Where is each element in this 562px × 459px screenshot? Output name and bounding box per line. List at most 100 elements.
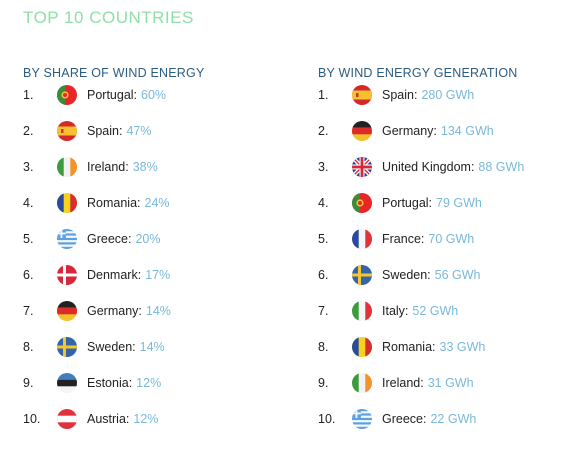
country-value: 70 GWh bbox=[428, 232, 475, 246]
country-name: Germany: bbox=[382, 124, 437, 138]
country-name: United Kingdom: bbox=[382, 160, 475, 174]
rank-number: 7. bbox=[23, 304, 34, 318]
country-value: 17% bbox=[145, 268, 171, 282]
rank-number: 8. bbox=[318, 340, 329, 354]
rank-number: 10. bbox=[318, 412, 336, 426]
rank-number: 2. bbox=[23, 124, 34, 138]
list-item: 4. Romania: 24% bbox=[23, 193, 170, 213]
country-name: Ireland: bbox=[382, 376, 424, 390]
rank-number: 5. bbox=[23, 232, 34, 246]
country-value: 56 GWh bbox=[434, 268, 481, 282]
page-title: TOP 10 COUNTRIES bbox=[23, 8, 194, 27]
sweden-flag-icon bbox=[352, 265, 372, 285]
list-item: 9. Ireland: 31 GWh bbox=[318, 373, 474, 393]
list-item: 1. Portugal: 60% bbox=[23, 85, 166, 105]
country-value: 14% bbox=[145, 304, 171, 318]
italy-flag-icon bbox=[352, 301, 372, 321]
greece-flag-icon bbox=[57, 229, 77, 249]
greece-flag-icon bbox=[352, 409, 372, 429]
portugal-flag-icon bbox=[352, 193, 372, 213]
country-value: 79 GWh bbox=[436, 196, 482, 210]
country-name: France: bbox=[382, 232, 425, 246]
country-name: Germany: bbox=[87, 304, 142, 318]
list-item: 7. Italy: 52 GWh bbox=[318, 301, 458, 321]
list-item: 8. Romania: 33 GWh bbox=[318, 337, 485, 357]
country-value: 38% bbox=[132, 160, 158, 174]
country-value: 88 GWh bbox=[478, 160, 525, 174]
country-name: Portugal: bbox=[382, 196, 433, 210]
country-value: 280 GWh bbox=[421, 88, 475, 102]
country-value: 47% bbox=[126, 124, 152, 138]
country-name: Denmark: bbox=[87, 268, 142, 282]
list-item: 10. Greece: 22 GWh bbox=[318, 409, 476, 429]
country-value: 24% bbox=[144, 196, 170, 210]
rank-number: 9. bbox=[318, 376, 329, 390]
country-name: Greece: bbox=[87, 232, 132, 246]
country-name: Sweden: bbox=[382, 268, 431, 282]
country-name: Portugal: bbox=[87, 88, 138, 102]
list-item: 3. Ireland: 38% bbox=[23, 157, 158, 177]
generation-heading: BY WIND ENERGY GENERATION bbox=[318, 66, 518, 80]
list-item: 1. Spain: 280 GWh bbox=[318, 85, 474, 105]
country-value: 12% bbox=[136, 376, 162, 390]
spain-flag-icon bbox=[57, 121, 77, 141]
rank-number: 4. bbox=[23, 196, 34, 210]
list-item: 6. Denmark: 17% bbox=[23, 265, 170, 285]
uk-flag-icon bbox=[352, 157, 372, 177]
country-name: Spain: bbox=[87, 124, 123, 138]
rank-number: 1. bbox=[318, 88, 329, 102]
rank-number: 7. bbox=[318, 304, 329, 318]
list-item: 9. Estonia: 12% bbox=[23, 373, 161, 393]
estonia-flag-icon bbox=[57, 373, 77, 393]
list-item: 8. Sweden: 14% bbox=[23, 337, 165, 357]
country-name: Estonia: bbox=[87, 376, 133, 390]
germany-flag-icon bbox=[352, 121, 372, 141]
country-value: 33 GWh bbox=[439, 340, 486, 354]
rank-number: 2. bbox=[318, 124, 329, 138]
list-item: 7. Germany: 14% bbox=[23, 301, 171, 321]
romania-flag-icon bbox=[352, 337, 372, 357]
country-name: Greece: bbox=[382, 412, 427, 426]
country-value: 31 GWh bbox=[427, 376, 474, 390]
country-value: 12% bbox=[133, 412, 159, 426]
rank-number: 10. bbox=[23, 412, 41, 426]
rank-number: 1. bbox=[23, 88, 34, 102]
country-name: Ireland: bbox=[87, 160, 129, 174]
romania-flag-icon bbox=[57, 193, 77, 213]
rank-number: 3. bbox=[318, 160, 329, 174]
country-name: Romania: bbox=[87, 196, 141, 210]
sweden-flag-icon bbox=[57, 337, 77, 357]
country-name: Romania: bbox=[382, 340, 436, 354]
rank-number: 4. bbox=[318, 196, 329, 210]
germany-flag-icon bbox=[57, 301, 77, 321]
country-value: 60% bbox=[141, 88, 167, 102]
country-value: 14% bbox=[139, 340, 165, 354]
rank-number: 8. bbox=[23, 340, 34, 354]
list-item: 2. Spain: 47% bbox=[23, 121, 151, 141]
list-item: 5. France: 70 GWh bbox=[318, 229, 474, 249]
rank-number: 3. bbox=[23, 160, 34, 174]
country-value: 22 GWh bbox=[430, 412, 477, 426]
country-name: Sweden: bbox=[87, 340, 136, 354]
rank-number: 5. bbox=[318, 232, 329, 246]
rank-number: 9. bbox=[23, 376, 34, 390]
country-value: 134 GWh bbox=[440, 124, 494, 138]
ireland-flag-icon bbox=[352, 373, 372, 393]
ireland-flag-icon bbox=[57, 157, 77, 177]
list-item: 5. Greece: 20% bbox=[23, 229, 161, 249]
country-name: Spain: bbox=[382, 88, 418, 102]
austria-flag-icon bbox=[57, 409, 77, 429]
rank-number: 6. bbox=[23, 268, 34, 282]
list-item: 3. United Kingdom: 88 GWh bbox=[318, 157, 524, 177]
spain-flag-icon bbox=[352, 85, 372, 105]
list-item: 10. Austria: 12% bbox=[23, 409, 158, 429]
country-name: Italy: bbox=[382, 304, 409, 318]
country-value: 20% bbox=[135, 232, 161, 246]
list-item: 2. Germany: 134 GWh bbox=[318, 121, 494, 141]
portugal-flag-icon bbox=[57, 85, 77, 105]
list-item: 4. Portugal: 79 GWh bbox=[318, 193, 482, 213]
france-flag-icon bbox=[352, 229, 372, 249]
denmark-flag-icon bbox=[57, 265, 77, 285]
country-value: 52 GWh bbox=[412, 304, 459, 318]
rank-number: 6. bbox=[318, 268, 329, 282]
